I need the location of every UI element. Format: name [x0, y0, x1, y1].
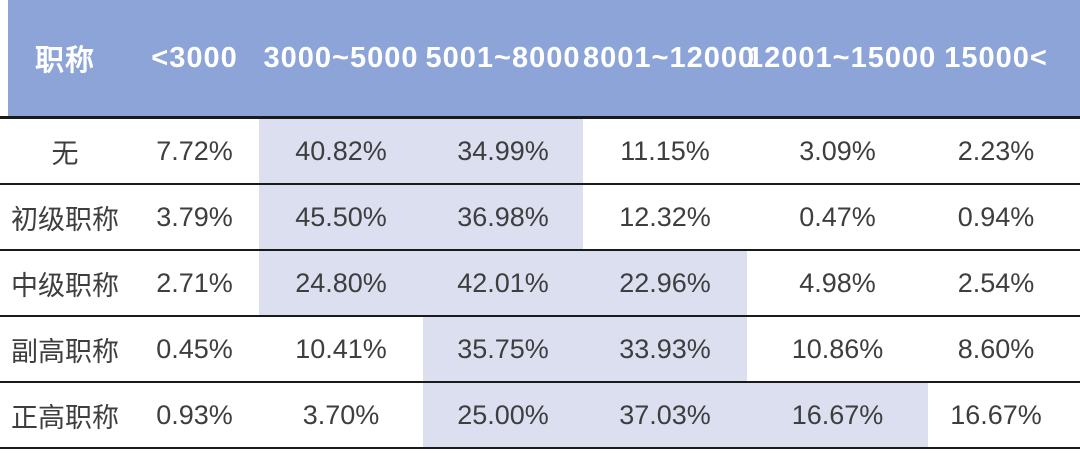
- table-cell: 34.99%: [423, 117, 583, 185]
- table-cell: 10.41%: [259, 316, 423, 383]
- table-cell: 8.60%: [928, 316, 1080, 383]
- table-cell: 24.80%: [259, 250, 423, 317]
- table-row: 中级职称 2.71% 24.80% 42.01% 22.96% 4.98% 2.…: [0, 250, 1080, 317]
- table-row: 无 7.72% 40.82% 34.99% 11.15% 3.09% 2.23%: [0, 117, 1080, 185]
- col-header-5001-8000: 5001~8000: [423, 0, 583, 119]
- col-header-3000-5000: 3000~5000: [259, 0, 423, 119]
- col-header-8001-12000: 8001~12000: [583, 0, 754, 119]
- col-header-12001-15000: 12001~15000: [747, 0, 935, 119]
- table-cell: 2.71%: [130, 250, 259, 317]
- row-label: 中级职称: [0, 250, 130, 317]
- table-cell: 0.47%: [747, 184, 928, 251]
- table-cell: 16.67%: [747, 382, 928, 449]
- table-cell: 4.98%: [747, 250, 928, 317]
- table-cell: 33.93%: [583, 316, 747, 383]
- table-row: 正高职称 0.93% 3.70% 25.00% 37.03% 16.67% 16…: [0, 382, 1080, 449]
- table-cell: 11.15%: [583, 117, 747, 185]
- table-cell: 16.67%: [928, 382, 1080, 449]
- table-cell: 0.94%: [928, 184, 1080, 251]
- table-cell: 2.23%: [928, 117, 1080, 185]
- table-cell: 0.93%: [130, 382, 259, 449]
- table-row: 副高职称 0.45% 10.41% 35.75% 33.93% 10.86% 8…: [0, 316, 1080, 383]
- header-row: 职称 <3000 3000~5000 5001~8000 8001~12000 …: [0, 0, 1080, 119]
- row-label: 副高职称: [0, 316, 130, 383]
- table-cell: 2.54%: [928, 250, 1080, 317]
- table-cell: 12.32%: [583, 184, 747, 251]
- table-cell: 25.00%: [423, 382, 583, 449]
- table-cell: 42.01%: [423, 250, 583, 317]
- table-cell: 10.86%: [747, 316, 928, 383]
- table-cell: 22.96%: [583, 250, 747, 317]
- table-cell: 35.75%: [423, 316, 583, 383]
- table-cell: 3.09%: [747, 117, 928, 185]
- table-cell: 45.50%: [259, 184, 423, 251]
- table-cell: 40.82%: [259, 117, 423, 185]
- table-cell: 0.45%: [130, 316, 259, 383]
- row-label: 正高职称: [0, 382, 130, 449]
- table-cell: 7.72%: [130, 117, 259, 185]
- table-row: 初级职称 3.79% 45.50% 36.98% 12.32% 0.47% 0.…: [0, 184, 1080, 251]
- table-cell: 3.79%: [130, 184, 259, 251]
- col-header-lt-3000: <3000: [130, 0, 259, 119]
- col-header-job-title: 职称: [0, 0, 130, 119]
- table-cell: 37.03%: [583, 382, 747, 449]
- table-cell: 3.70%: [259, 382, 423, 449]
- table-cell: 36.98%: [423, 184, 583, 251]
- row-label: 无: [0, 117, 130, 185]
- row-label: 初级职称: [0, 184, 130, 251]
- col-header-gt-15000: 15000<: [928, 0, 1080, 119]
